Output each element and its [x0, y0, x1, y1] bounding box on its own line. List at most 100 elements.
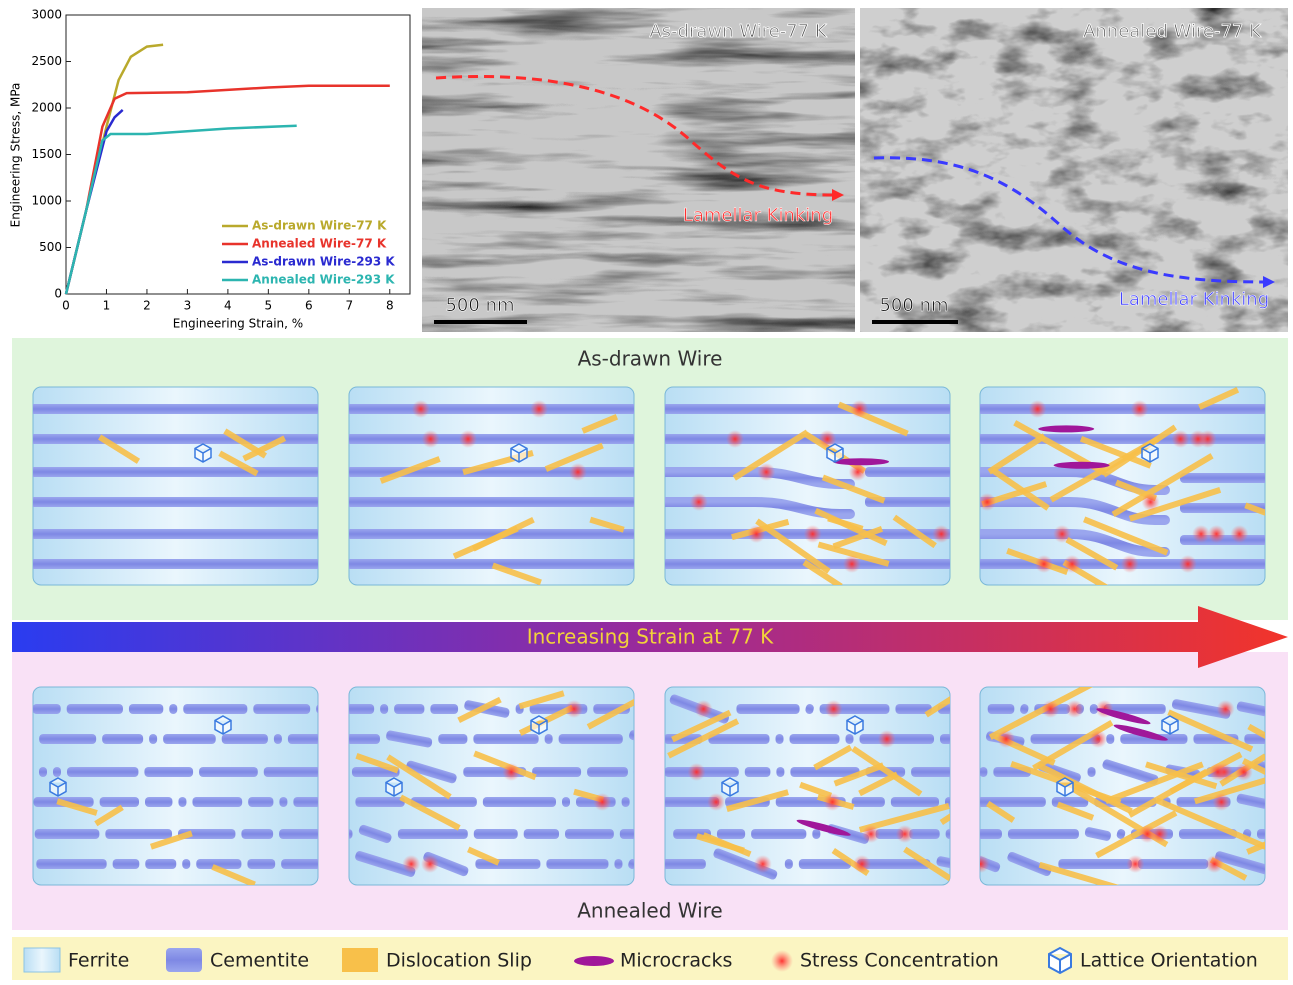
cementite [909, 829, 939, 839]
stress-concentration [853, 855, 871, 873]
stress-concentration [850, 400, 868, 418]
cementite [264, 767, 323, 777]
cementite [430, 704, 458, 714]
series-line [66, 126, 297, 294]
cementite [812, 829, 820, 839]
stress-concentration [421, 855, 439, 873]
ferrite [33, 687, 318, 885]
cementite [53, 767, 61, 777]
cementite [28, 529, 323, 539]
stress-concentration [565, 700, 583, 718]
legend-label: Dislocation Slip [386, 950, 532, 972]
legend-label: As-drawn Wire-293 K [252, 255, 395, 269]
y-axis-label: Engineering Stress, MPa [9, 83, 23, 228]
micrograph: Annealed Wire-77 K Lamellar Kinking 500 … [860, 8, 1288, 332]
legend-swatch [771, 950, 793, 972]
x-tick-label: 4 [224, 299, 232, 313]
cementite [28, 467, 323, 477]
stress-concentration [825, 700, 843, 718]
legend-label: Annealed Wire-77 K [252, 237, 387, 251]
stress-concentration [1192, 525, 1210, 543]
stress-concentration [402, 855, 420, 873]
micrograph-texture [860, 8, 1288, 332]
y-tick-label: 1000 [31, 194, 62, 208]
cementite [1088, 767, 1096, 777]
stress-concentration [1131, 400, 1149, 418]
cementite [532, 767, 581, 777]
legend-label: Cementite [210, 950, 309, 972]
lattice-cube [386, 778, 402, 796]
y-tick-label: 2500 [31, 54, 62, 68]
y-tick-label: 1500 [31, 147, 62, 161]
lattice-cube [1162, 716, 1178, 734]
micrograph-title: Annealed Wire-77 K [1083, 21, 1262, 42]
stress-concentration [1212, 793, 1230, 811]
cementite [344, 434, 639, 444]
microcrack [833, 458, 889, 465]
cementite [105, 829, 172, 839]
y-tick-label: 0 [54, 287, 62, 301]
stress-concentration [707, 793, 725, 811]
stress-concentration [862, 825, 880, 843]
x-tick-label: 5 [265, 299, 273, 313]
cementite [614, 859, 622, 869]
series-line [66, 45, 163, 294]
cementite [1058, 859, 1132, 869]
cementite [975, 434, 1270, 444]
cementite [145, 859, 176, 869]
microcrack [1038, 425, 1094, 432]
x-tick-label: 1 [103, 299, 111, 313]
cementite [28, 404, 323, 414]
schematic-panel [975, 387, 1293, 612]
cementite [979, 767, 987, 777]
stress-concentration [1063, 555, 1081, 573]
stress-concentration [1171, 430, 1189, 448]
arrow-label: Increasing Strain at 77 K [527, 625, 774, 649]
stress-concentration [530, 400, 548, 418]
cementite [113, 859, 140, 869]
micrograph-texture [422, 8, 855, 332]
cementite [248, 797, 273, 807]
cementite [565, 829, 614, 839]
cementite [661, 859, 705, 869]
stress-concentration [1142, 493, 1160, 511]
lattice-cube [531, 716, 547, 734]
cementite [183, 704, 247, 714]
cementite [1180, 473, 1270, 483]
cementite [33, 704, 61, 714]
lattice-cube [1142, 444, 1158, 462]
cementite [587, 767, 628, 777]
lattice-cube [215, 716, 231, 734]
stress-concentration [1121, 555, 1139, 573]
lattice-cube [1057, 778, 1073, 796]
legend-swatch [1049, 948, 1071, 973]
cementite [102, 734, 143, 744]
y-tick-label: 3000 [31, 8, 62, 22]
legend-label: Annealed Wire-293 K [252, 273, 395, 287]
cementite [438, 734, 467, 744]
schematic-panel [660, 387, 955, 586]
stress-concentration [1029, 400, 1047, 418]
legend-label: As-drawn Wire-77 K [252, 219, 387, 233]
lattice-cube [511, 444, 527, 462]
annotation: Lamellar Kinking [683, 205, 833, 226]
stress-concentration [1207, 525, 1225, 543]
stress-concentration [1179, 555, 1197, 573]
cementite [717, 829, 745, 839]
stress-concentration [843, 555, 861, 573]
legend-swatch [24, 948, 60, 972]
stress-concentration [1217, 700, 1235, 718]
x-axis-label: Engineering Strain, % [173, 317, 303, 331]
lattice-cube [50, 778, 66, 796]
cementite [222, 734, 268, 744]
stress-concentration [804, 525, 822, 543]
cementite [253, 704, 310, 714]
schematic-panel [28, 387, 323, 585]
stress-concentration [1151, 825, 1169, 843]
stress-concentration [688, 763, 706, 781]
stress-concentration [878, 730, 896, 748]
stress-concentration [896, 825, 914, 843]
cementite [149, 734, 157, 744]
cementite [973, 797, 1046, 807]
cementite [1106, 734, 1114, 744]
